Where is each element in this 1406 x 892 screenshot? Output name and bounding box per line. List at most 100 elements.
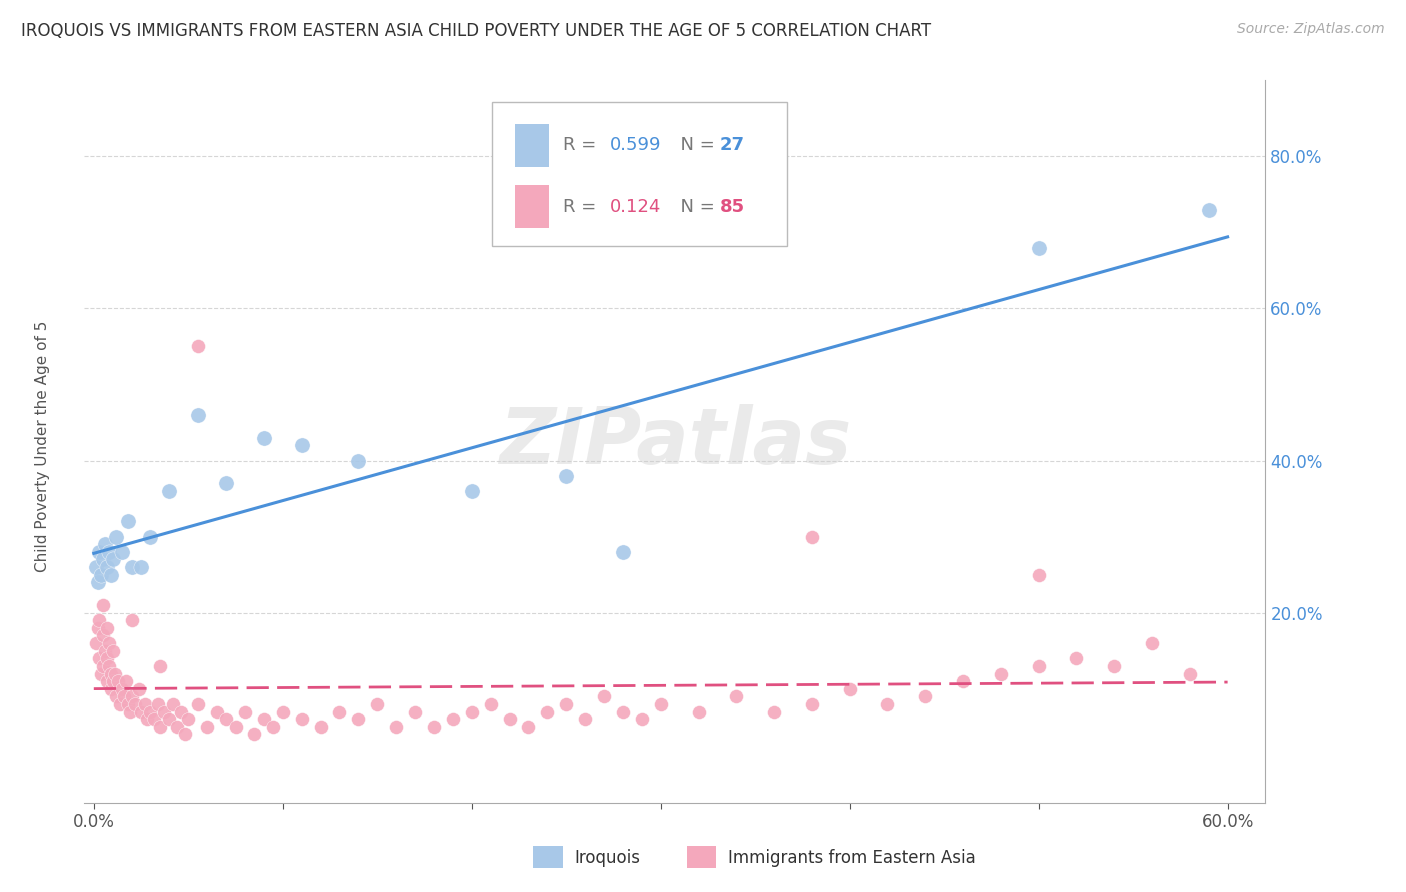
Point [593, 690, 616, 704]
Point [173, 727, 195, 741]
Point [187, 408, 209, 422]
Point [143, 712, 166, 726]
Point [97, 659, 120, 673]
Point [128, 681, 150, 696]
Point [1028, 659, 1050, 673]
Point [162, 697, 184, 711]
Point [328, 705, 350, 719]
Point [461, 705, 484, 719]
Text: 0.599: 0.599 [610, 136, 661, 154]
Point [104, 666, 127, 681]
Point [89, 613, 111, 627]
Point [215, 712, 238, 726]
Point [385, 720, 408, 734]
Point [105, 530, 128, 544]
Point [291, 712, 314, 726]
Point [1028, 241, 1050, 255]
Text: ZIPatlas: ZIPatlas [499, 403, 851, 480]
Point [650, 697, 672, 711]
Point [111, 545, 134, 559]
FancyBboxPatch shape [686, 847, 716, 868]
Point [100, 681, 122, 696]
Point [96, 651, 118, 665]
Point [1140, 636, 1163, 650]
Point [96, 621, 118, 635]
Point [225, 720, 247, 734]
Text: 0.124: 0.124 [610, 198, 661, 216]
Point [253, 431, 276, 445]
Point [262, 720, 284, 734]
Point [1066, 651, 1088, 665]
Point [952, 674, 974, 689]
Point [800, 697, 823, 711]
Text: Iroquois: Iroquois [575, 848, 641, 867]
Point [135, 712, 157, 726]
Point [800, 530, 823, 544]
Point [118, 705, 141, 719]
Point [111, 681, 134, 696]
Point [96, 674, 118, 689]
Point [121, 560, 143, 574]
Point [876, 697, 898, 711]
Point [157, 712, 180, 726]
Point [100, 666, 122, 681]
Point [479, 697, 502, 711]
Point [612, 545, 634, 559]
Point [117, 515, 139, 529]
Text: IROQUOIS VS IMMIGRANTS FROM EASTERN ASIA CHILD POVERTY UNDER THE AGE OF 5 CORREL: IROQUOIS VS IMMIGRANTS FROM EASTERN ASIA… [21, 22, 931, 40]
Point [152, 705, 174, 719]
Point [100, 567, 122, 582]
Point [94, 537, 117, 551]
Point [96, 560, 118, 574]
Text: N =: N = [669, 136, 720, 154]
Point [84, 636, 107, 650]
Point [725, 690, 748, 704]
Point [84, 560, 107, 574]
FancyBboxPatch shape [516, 124, 548, 167]
Point [441, 712, 464, 726]
FancyBboxPatch shape [516, 185, 548, 228]
Point [1028, 567, 1050, 582]
Point [1102, 659, 1125, 673]
Point [101, 674, 124, 689]
Point [157, 483, 180, 498]
Point [139, 530, 162, 544]
Point [763, 705, 786, 719]
Point [101, 552, 124, 566]
Point [612, 705, 634, 719]
Point [461, 483, 484, 498]
Point [97, 636, 120, 650]
Point [149, 659, 172, 673]
Point [91, 598, 114, 612]
Point [187, 339, 209, 353]
Point [115, 674, 138, 689]
Point [112, 690, 135, 704]
Point [121, 613, 143, 627]
Point [149, 720, 172, 734]
Text: Source: ZipAtlas.com: Source: ZipAtlas.com [1237, 22, 1385, 37]
Point [838, 681, 860, 696]
Point [97, 545, 120, 559]
Point [233, 705, 256, 719]
Point [1198, 202, 1220, 217]
Point [170, 705, 193, 719]
Point [91, 628, 114, 642]
Text: R =: R = [562, 198, 602, 216]
Point [139, 705, 162, 719]
Point [105, 690, 128, 704]
Point [166, 720, 188, 734]
Point [291, 438, 314, 452]
Point [309, 720, 332, 734]
Point [688, 705, 710, 719]
Point [347, 712, 370, 726]
Point [555, 468, 578, 483]
Point [129, 560, 152, 574]
Point [101, 643, 124, 657]
Point [124, 697, 146, 711]
Point [536, 705, 558, 719]
Point [517, 720, 540, 734]
Point [91, 552, 114, 566]
Point [129, 705, 152, 719]
Point [177, 712, 200, 726]
Text: R =: R = [562, 136, 602, 154]
